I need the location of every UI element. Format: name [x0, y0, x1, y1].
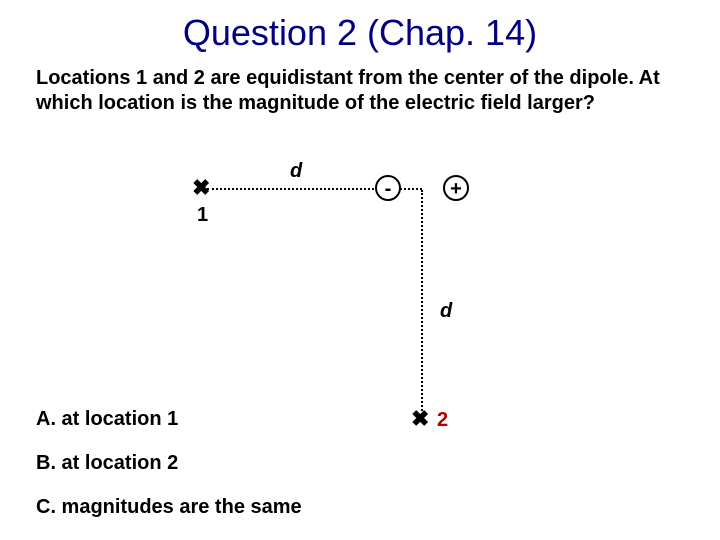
positive-charge: + — [443, 175, 469, 201]
location-2-label: 2 — [437, 409, 448, 432]
negative-charge: - — [375, 175, 401, 201]
answer-option-b: B. at location 2 — [36, 452, 178, 475]
d-label-side: d — [440, 300, 452, 323]
slide: Question 2 (Chap. 14) Locations 1 and 2 … — [0, 0, 720, 540]
answer-option-c: C. magnitudes are the same — [36, 496, 302, 519]
answer-option-a: A. at location 1 — [36, 408, 178, 431]
dashed-line-vertical — [421, 190, 423, 415]
x-mark-location-2: ✖ — [411, 408, 429, 430]
x-mark-location-1: ✖ — [192, 177, 210, 199]
d-label-top: d — [290, 160, 302, 183]
location-1-label: 1 — [197, 204, 208, 227]
